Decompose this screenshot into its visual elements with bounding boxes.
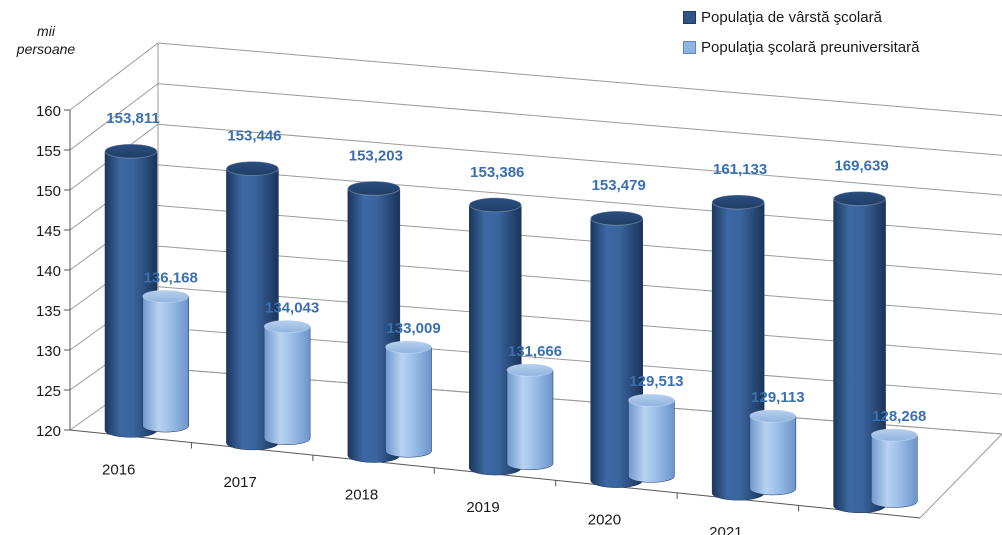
bar-2021-series-2	[749, 409, 797, 496]
bar-2016-series-2-body	[142, 296, 189, 433]
y-tick-label: 130	[36, 343, 61, 360]
bar-2020-series-2-body	[628, 399, 675, 483]
floor-right-edge	[919, 433, 1002, 519]
data-label-2020-series-2: 129,513	[629, 373, 683, 390]
bar-2018-series-2-body	[385, 346, 432, 458]
gridline-back-160	[157, 42, 1002, 116]
bar-2021-series-2-body	[749, 415, 797, 496]
bar-2019-series-1-top	[468, 197, 522, 213]
bar-2020-series-2	[627, 393, 675, 483]
data-label-2021-series-1: 161,133	[713, 161, 767, 178]
bar-2016-series-2	[142, 289, 190, 433]
x-tick-label-2017: 2017	[223, 474, 256, 491]
bar-2021-series-1-top	[711, 194, 765, 210]
gridline-left-155	[69, 83, 159, 151]
data-label-2022-series-2: 128,268	[872, 408, 926, 425]
legend: Populaţia de vârstă şcolară Populaţia şc…	[683, 6, 919, 66]
legend-swatch-series-1	[683, 10, 696, 24]
x-tick-label-2016: 2016	[102, 461, 135, 478]
bar-2020-series-1-top	[590, 210, 644, 226]
bar-2016-series-1-top	[104, 143, 158, 159]
axis-layer: 120 125 130 135 140 145 150 155 160 2016 2017 2018 2…	[36, 103, 921, 535]
x-tick-label-2019: 2019	[466, 499, 499, 516]
y-tick-label: 125	[36, 383, 61, 400]
data-label-2016-series-1: 153,811	[106, 110, 159, 127]
y-tick-label: 150	[36, 183, 61, 200]
legend-label-series-1: Populaţia de vârstă şcolară	[701, 8, 882, 26]
bar-2020-series-2-top	[627, 393, 675, 407]
data-label-2017-series-1: 153,446	[227, 127, 281, 144]
bar-2017-series-2	[263, 319, 311, 445]
bar-2017-series-2-body	[263, 326, 311, 445]
data-label-2019-series-2: 131,666	[508, 343, 562, 360]
data-label-2017-series-2: 134,043	[265, 299, 319, 316]
bar-2022-series-2-top	[870, 428, 918, 442]
legend-item-series-1: Populaţia de vârstă şcolară	[683, 6, 919, 28]
bars-layer	[104, 143, 918, 514]
unit-line-1: mii	[37, 23, 55, 39]
data-label-2016-series-2: 136,168	[144, 269, 198, 286]
y-tick-label: 135	[36, 303, 61, 320]
legend-swatch-series-2	[683, 40, 696, 54]
y-tick-label: 145	[36, 223, 61, 240]
gridline-back-155	[157, 83, 1002, 156]
unit-line-2: persoane	[16, 41, 76, 57]
y-tick-label: 140	[36, 263, 61, 280]
data-label-2019-series-1: 153,386	[470, 164, 524, 181]
bar-2018-series-2	[385, 340, 433, 458]
bar-2021-series-2-top	[749, 409, 797, 423]
bar-2022-series-2	[870, 428, 918, 508]
gridline-left-160	[69, 42, 159, 111]
bar-2017-series-2-top	[263, 319, 311, 334]
data-label-2020-series-1: 153,479	[592, 177, 646, 194]
bar-2017-series-1-top	[225, 160, 279, 177]
legend-item-series-2: Populaţia şcolară preuniversitară	[683, 36, 919, 58]
bar-2022-series-2-body	[871, 434, 918, 508]
data-label-2018-series-2: 133,009	[386, 320, 440, 337]
bar-2019-series-2	[506, 363, 554, 471]
y-tick-label: 120	[36, 423, 61, 440]
y-tick-label: 155	[36, 143, 61, 160]
y-tick-label: 160	[36, 103, 61, 120]
data-label-2018-series-1: 153,203	[349, 147, 403, 164]
bar-2022-series-1-top	[833, 191, 887, 207]
x-tick-label-2021: 2021	[709, 524, 742, 535]
bar-2016-series-2-top	[142, 289, 190, 304]
data-label-2021-series-2: 129,113	[751, 389, 804, 406]
bar-2018-series-2-top	[385, 340, 433, 354]
data-label-2022-series-1: 169,639	[834, 158, 888, 175]
x-tick-label-2020: 2020	[588, 512, 621, 529]
legend-label-series-2: Populaţia şcolară preuniversitară	[701, 38, 920, 56]
bar-2018-series-1-top	[347, 180, 401, 196]
labels-layer: 153,811 136,168 153,446 134,043 153,203 133,0…	[106, 110, 926, 425]
y-axis-unit-label: mii persoane	[4, 22, 88, 58]
gridline-back-150	[157, 123, 1002, 196]
bar-2019-series-2-top	[506, 363, 554, 377]
x-tick-label-2018: 2018	[345, 486, 378, 503]
bar-2019-series-2-body	[506, 369, 554, 471]
